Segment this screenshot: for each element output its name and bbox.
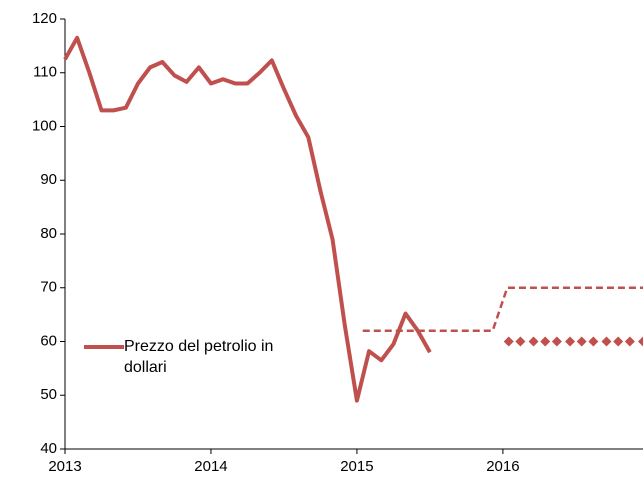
marker [624,336,635,347]
marker [601,336,612,347]
y-tick-label: 70 [40,279,57,296]
series-line [362,286,643,332]
marker [503,336,514,347]
series-line [63,35,432,403]
marker [588,336,599,347]
x-tick-label: 2013 [48,458,81,475]
marker [540,336,551,347]
marker [565,336,576,347]
marker [638,336,643,347]
y-tick-label: 110 [33,64,57,81]
marker [613,336,624,347]
marker [515,336,526,347]
marker [528,336,539,347]
y-tick-label: 100 [32,117,57,134]
marker [576,336,587,347]
x-tick-label: 2014 [194,458,227,475]
legend-label: Prezzo del petrolio in dollari [124,338,274,376]
x-tick-label: 2015 [340,458,373,475]
x-tick-label: 2016 [486,458,519,475]
y-tick-label: 80 [40,225,57,242]
y-tick-label: 40 [40,440,57,457]
marker [551,336,562,347]
y-tick-label: 60 [40,332,57,349]
y-tick-label: 120 [32,10,57,27]
y-tick-label: 50 [40,386,57,403]
y-tick-label: 90 [40,171,57,188]
